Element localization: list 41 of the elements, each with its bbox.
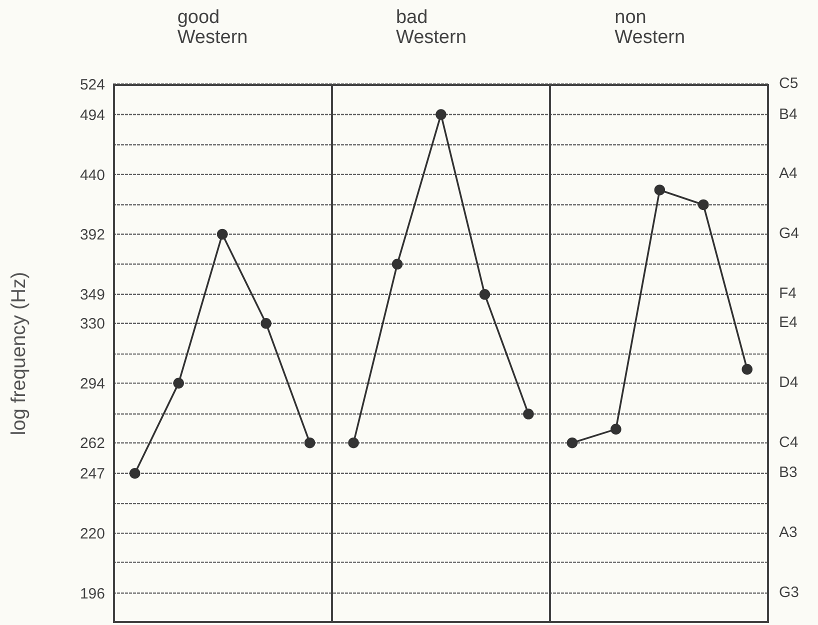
point bbox=[173, 378, 184, 389]
point bbox=[742, 364, 753, 375]
y-tick-label: 349 bbox=[80, 286, 105, 304]
y-tick-label: 392 bbox=[80, 226, 105, 244]
point bbox=[523, 408, 534, 420]
text: B3 bbox=[779, 464, 798, 482]
point bbox=[566, 437, 578, 448]
point bbox=[216, 228, 228, 240]
text: F4 bbox=[779, 285, 797, 304]
y-axis-title: log frequency (Hz) bbox=[8, 272, 30, 436]
point bbox=[610, 424, 622, 435]
point bbox=[260, 318, 272, 329]
y-tick-label: 247 bbox=[80, 466, 105, 483]
text: E4 bbox=[779, 314, 798, 332]
y-tick-label: 330 bbox=[80, 316, 105, 333]
y-tick-label: 294 bbox=[80, 376, 105, 393]
text: C5 bbox=[779, 75, 798, 93]
text: non Western bbox=[614, 7, 686, 48]
point bbox=[654, 184, 666, 196]
text: G4 bbox=[779, 225, 800, 244]
point bbox=[479, 289, 490, 300]
point bbox=[392, 258, 403, 270]
text: bad Western bbox=[396, 7, 468, 48]
point bbox=[698, 199, 709, 210]
text: B4 bbox=[779, 106, 798, 124]
text: A4 bbox=[779, 165, 798, 184]
text: A3 bbox=[779, 524, 798, 542]
y-tick-label: 524 bbox=[80, 76, 105, 94]
y-tick-label: 440 bbox=[80, 166, 105, 184]
y-tick-label: 220 bbox=[80, 526, 105, 543]
y-tick-label: 196 bbox=[80, 585, 105, 602]
text: good Western bbox=[177, 7, 249, 48]
text: D4 bbox=[779, 374, 798, 392]
text: G3 bbox=[779, 584, 800, 602]
text: C4 bbox=[779, 434, 798, 452]
point bbox=[304, 437, 316, 448]
y-tick-label: 494 bbox=[80, 106, 105, 124]
point bbox=[436, 109, 446, 120]
y-tick-label: 262 bbox=[80, 435, 105, 452]
point bbox=[348, 437, 359, 448]
point bbox=[129, 468, 140, 479]
